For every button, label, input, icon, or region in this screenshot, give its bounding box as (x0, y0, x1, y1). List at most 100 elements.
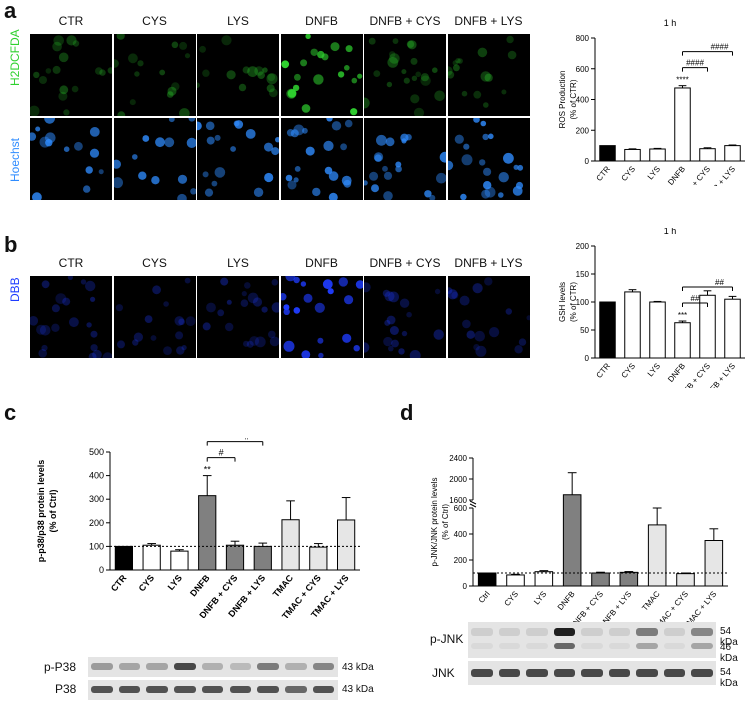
blot-band (284, 686, 307, 693)
blot-band (526, 669, 548, 677)
blot-band (312, 686, 335, 693)
bar (619, 571, 639, 587)
y-tick-label: 600 (576, 65, 590, 74)
y-tick-label: 0 (585, 157, 590, 166)
x-tick-label: DNFB (188, 572, 212, 598)
x-tick-label: CYS (503, 590, 520, 608)
bar (562, 494, 582, 587)
micrograph-cell (362, 118, 451, 201)
micrograph-cell (197, 276, 282, 358)
p-jnk-blot (468, 622, 716, 658)
panel-c-letter: c (4, 400, 17, 425)
dbb-row-label: DBB (8, 277, 22, 302)
micrograph-cell (109, 31, 196, 120)
micrograph-cell (28, 274, 113, 363)
x-tick-label: LYS (646, 362, 662, 379)
significance-hash: #### (711, 43, 729, 52)
bar (281, 519, 300, 571)
bar (534, 571, 554, 587)
micrograph-cell (443, 116, 530, 201)
p-jnk-label: p-JNK (430, 632, 464, 646)
y-tick-label: 400 (89, 471, 104, 481)
y-tick-label: 2000 (449, 475, 467, 484)
bar (724, 298, 741, 359)
column-label: DNFB + CYS (369, 256, 441, 270)
x-tick-label: CYS (620, 165, 637, 183)
column-label: CTR (58, 256, 84, 270)
x-tick-label: LYS (646, 165, 662, 182)
blot-band (471, 669, 493, 677)
blot-band (608, 628, 630, 636)
blot-band (118, 686, 141, 693)
micrograph-cell (111, 114, 197, 204)
bar (114, 545, 133, 571)
bar (624, 291, 641, 359)
blot-band (91, 686, 113, 693)
significance-hash: # (244, 438, 249, 442)
column-label: CTR (58, 14, 84, 28)
blot-band (691, 643, 713, 649)
blot-band (257, 686, 279, 693)
column-label: DNFB + LYS (454, 256, 523, 270)
significance-star: *** (678, 311, 687, 320)
column-label: CYS (142, 14, 167, 28)
x-tick-label: LYS (532, 590, 548, 607)
blot-band (553, 643, 575, 649)
bar (704, 540, 724, 587)
blot-band (229, 663, 252, 670)
blot-band (581, 643, 603, 649)
jnk-54kda: 54 kDa (720, 667, 738, 689)
y-axis-label: GSH levels (% of CTR) (558, 282, 578, 322)
significance-hash: ## (691, 294, 700, 303)
blot-band (201, 663, 224, 670)
column-label: DNFB + LYS (454, 14, 523, 28)
y-tick-label: 100 (89, 541, 104, 551)
y-tick-label: 200 (89, 518, 104, 528)
x-tick-label: CYS (137, 573, 157, 594)
x-tick-label: CTR (595, 361, 613, 380)
micrograph-cell (359, 276, 446, 361)
blot-band (257, 663, 279, 670)
panel-a-letter: a (4, 0, 17, 23)
bar (674, 87, 691, 162)
blot-band (608, 643, 630, 649)
bar (309, 546, 328, 571)
blot-band (553, 628, 575, 636)
blot-band (608, 669, 630, 677)
blot-band (691, 628, 713, 636)
blot-band (553, 669, 575, 677)
chart-title: 1 h (664, 228, 677, 236)
y-tick-label: 0 (585, 354, 590, 363)
blot-band (663, 628, 685, 636)
h2dcfda-row-label: H2DCFDA (8, 29, 22, 86)
x-tick-label: TMAC (640, 589, 662, 612)
p-jnk-46kda: 46 kDa (720, 642, 738, 664)
y-tick-label: 800 (576, 34, 590, 43)
p38-kda: 43 kDa (342, 684, 374, 695)
micrograph-cell (27, 112, 112, 203)
p-p38-label: p-P38 (44, 660, 77, 674)
y-tick-label: 400 (454, 530, 468, 539)
bar (647, 524, 667, 587)
p-p38-blot (88, 657, 338, 677)
y-tick-label: 0 (99, 565, 104, 575)
micrograph-cell (358, 34, 446, 118)
micrograph-cell (280, 33, 363, 116)
column-label: DNFB (305, 256, 338, 270)
significance-hash: # (219, 448, 224, 458)
blot-band (471, 643, 493, 649)
x-tick-label: DNFB (556, 590, 577, 612)
bar (170, 550, 189, 571)
blot-band (526, 628, 548, 636)
blot-band (691, 669, 713, 677)
y-tick-label: 500 (89, 447, 104, 457)
bar (676, 573, 695, 587)
micrograph-cell (445, 276, 531, 358)
blot-band (284, 663, 307, 670)
column-label: LYS (227, 14, 249, 28)
x-tick-label: Ctrl (477, 589, 492, 604)
y-axis-label: p-JNK/JNK protein levels (% of Ctrl) (430, 478, 450, 567)
ros-chart: 0 200 400 600 800 1 h ROS Production (% of CTR)… (558, 18, 745, 186)
blot-band (471, 628, 493, 636)
